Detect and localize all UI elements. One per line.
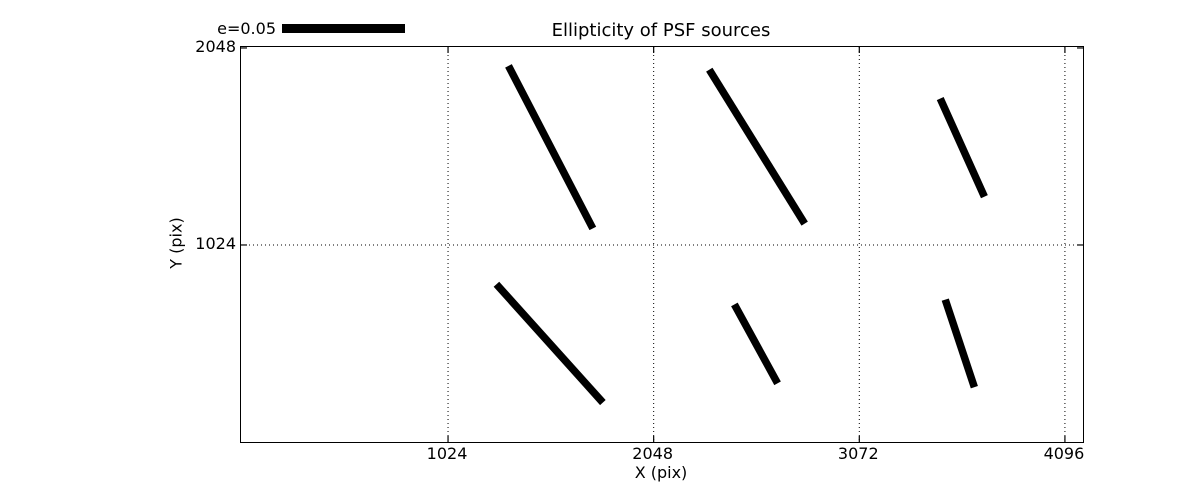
ellipticity-whisker xyxy=(505,64,597,231)
chart-title: Ellipticity of PSF sources xyxy=(551,20,771,41)
x-tick-label: 4096 xyxy=(1043,444,1085,463)
x-tick-label: 1024 xyxy=(426,444,468,463)
ellipticity-whisker xyxy=(941,298,978,389)
y-tick-label: 2048 xyxy=(195,36,236,56)
y-tick-label: 1024 xyxy=(195,233,236,253)
x-tick-label: 2048 xyxy=(632,444,674,463)
x-axis-label: X (pix) xyxy=(634,463,688,482)
plot-area xyxy=(240,46,1084,443)
x-tick-label: 3072 xyxy=(837,444,879,463)
ellipticity-whisker xyxy=(706,67,808,226)
ellipticity-whisker xyxy=(936,97,988,199)
ellipticity-whisker xyxy=(731,302,781,386)
legend-scale-bar xyxy=(282,24,405,33)
plot-canvas xyxy=(241,47,1083,442)
ellipticity-whisker xyxy=(493,281,606,406)
legend-label: e=0.05 xyxy=(217,19,276,38)
